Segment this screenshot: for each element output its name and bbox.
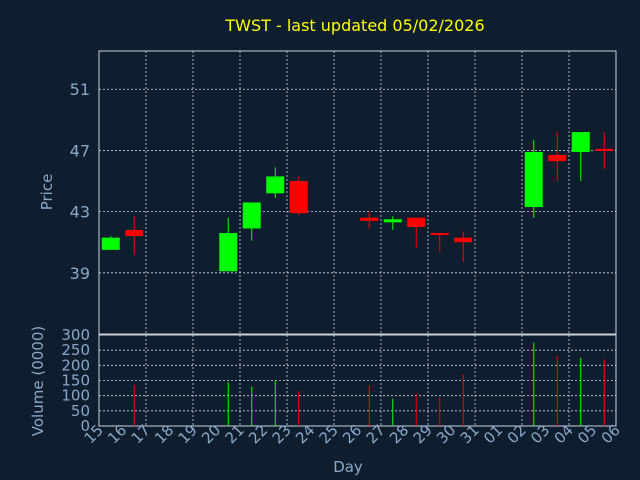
candle (454, 231, 473, 263)
x-tick-label: 06 (598, 421, 624, 447)
price-y-tick-label: 43 (70, 203, 90, 222)
volume-grid (99, 335, 617, 426)
price-panel-frame (98, 50, 617, 335)
volume-y-tick-label: 50 (71, 402, 90, 420)
price-y-tick-labels: 39 43 47 51 (70, 80, 90, 283)
candle-body (266, 176, 285, 194)
candle-body (595, 148, 614, 151)
x-tick-label: 01 (480, 421, 506, 447)
candle-body (101, 237, 120, 250)
volume-axis-label: Volume (0000) (29, 326, 47, 436)
x-tick-label: 21 (222, 421, 248, 447)
x-tick-labels: 1516171819202122232425262728293031010203… (81, 421, 624, 447)
candle-body (454, 237, 473, 243)
x-tick-label: 03 (527, 421, 553, 447)
candle-body (548, 155, 567, 162)
x-tick-label: 23 (269, 421, 295, 447)
x-tick-label: 24 (292, 421, 318, 447)
volume-y-tick-label: 0 (80, 417, 90, 435)
price-y-tick-label: 39 (70, 264, 90, 283)
candle-body (383, 219, 402, 223)
candle-body (242, 202, 261, 229)
x-tick-label: 30 (433, 421, 459, 447)
candle (289, 176, 308, 215)
candle-body (571, 132, 590, 152)
candle (360, 211, 379, 229)
candle (571, 132, 590, 182)
candle (407, 217, 426, 249)
x-tick-label: 25 (316, 421, 342, 447)
candle (219, 217, 238, 272)
x-tick-label: 02 (504, 421, 530, 447)
volume-y-tick-label: 100 (61, 387, 90, 405)
candle (101, 236, 120, 250)
volume-y-tick-label: 200 (61, 356, 90, 374)
x-tick-label: 18 (151, 421, 177, 447)
volume-y-tick-label: 250 (61, 341, 90, 359)
x-tick-label: 31 (457, 421, 483, 447)
candle-body (289, 181, 308, 214)
volume-y-tick-label: 300 (61, 326, 90, 344)
candle (383, 216, 402, 230)
candle (242, 202, 261, 241)
price-y-tick-label: 47 (70, 141, 90, 160)
candle (430, 233, 449, 252)
x-tick-label: 17 (128, 421, 154, 447)
price-y-tick-label: 51 (70, 80, 90, 99)
candle-body (407, 217, 426, 227)
x-tick-label: 05 (574, 421, 600, 447)
volume-bars (133, 342, 605, 426)
x-tick-label: 16 (104, 421, 130, 447)
x-tick-label: 27 (363, 421, 389, 447)
candle-body (125, 229, 144, 237)
x-tick-label: 22 (245, 421, 271, 447)
x-tick-label: 26 (339, 421, 365, 447)
volume-y-tick-label: 150 (61, 372, 90, 390)
candle (548, 132, 567, 182)
x-axis-label: Day (333, 458, 363, 476)
candle (595, 132, 614, 169)
chart-title: TWST - last updated 05/02/2026 (224, 16, 484, 35)
candle-body (430, 233, 449, 236)
x-tick-label: 20 (198, 421, 224, 447)
x-tick-label: 28 (386, 421, 412, 447)
x-tick-label: 19 (175, 421, 201, 447)
candles (101, 132, 614, 272)
candle-body (360, 217, 379, 221)
candle-body (524, 151, 543, 208)
candle (524, 139, 543, 218)
price-axis-label: Price (38, 174, 56, 211)
candle (266, 167, 285, 198)
candle-body (219, 233, 238, 272)
x-tick-label: 29 (410, 421, 436, 447)
candle (125, 216, 144, 255)
x-tick-label: 04 (551, 421, 577, 447)
volume-panel-frame (98, 334, 617, 427)
